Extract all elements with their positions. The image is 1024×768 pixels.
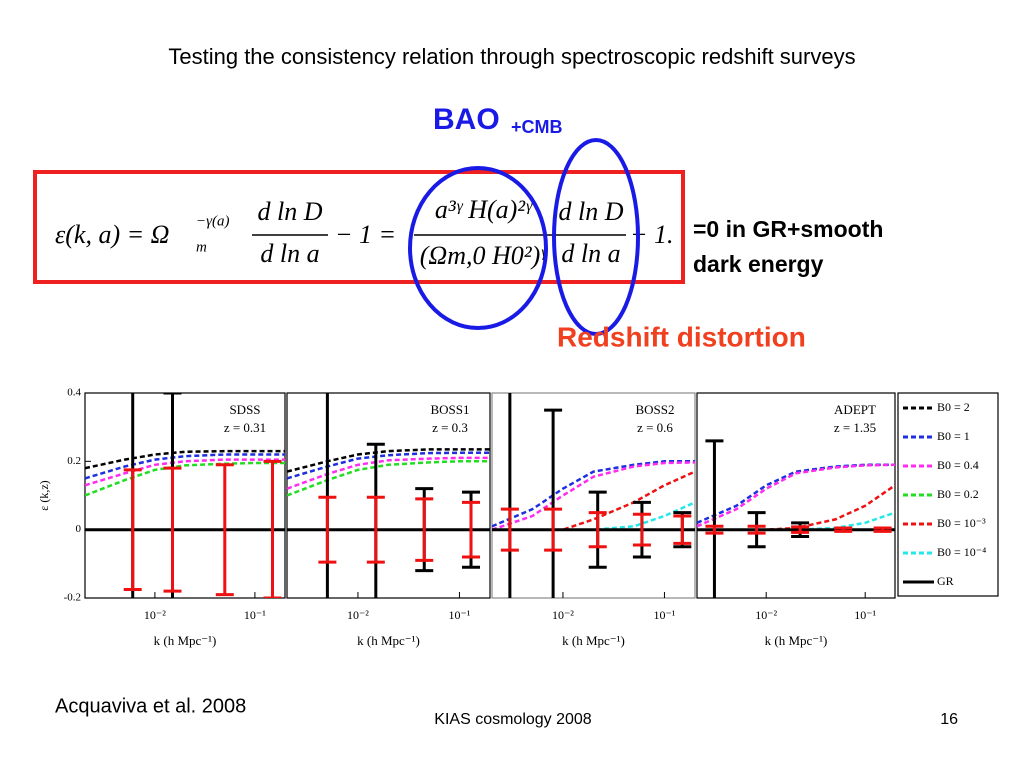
rsd-label: Redshift distortion — [557, 321, 806, 352]
error-bar — [415, 497, 434, 562]
eq-den: d ln a — [260, 239, 319, 268]
page-number: 16 — [940, 711, 958, 728]
bao-label: BAO — [433, 103, 500, 136]
error-bar — [673, 514, 692, 545]
plot-area — [287, 393, 490, 598]
error-bar — [791, 525, 810, 534]
panel-frame — [696, 392, 896, 599]
panel-frame — [491, 392, 696, 599]
panel-subtitle: z = 1.35 — [834, 420, 876, 435]
legend-label: B0 = 0.4 — [937, 458, 979, 472]
panel: ADEPT z = 1.35 10⁻² 10⁻¹ k (h Mpc⁻¹) — [696, 392, 896, 648]
plot-area — [492, 393, 695, 598]
eq-den: d ln a — [561, 239, 620, 268]
gr-note: =0 in GR+smooth — [693, 216, 883, 242]
eq-sub: m — [196, 239, 207, 255]
eq-sup: −γ(a) — [196, 213, 230, 229]
error-bar — [163, 466, 182, 593]
equation-box — [33, 170, 685, 284]
x-axis-label: k (h Mpc⁻¹) — [562, 633, 625, 648]
error-bar — [705, 524, 724, 535]
y-axis-label: ε (k,z) — [37, 480, 51, 510]
x-tick-label: 10⁻¹ — [653, 608, 675, 622]
panel-title: BOSS2 — [635, 402, 674, 417]
error-bar — [318, 495, 337, 564]
panel: SDSS z = 0.31 10⁻² 10⁻¹ k (h Mpc⁻¹) -0.2 0 0.2 0… — [37, 387, 286, 648]
legend: B0 = 2 B0 = 1 B0 = 0.4 B0 = 0.2 B0 = 10⁻³ B0 … — [897, 392, 999, 597]
error-bar — [500, 507, 519, 552]
citation: Acquaviva et al. 2008 — [55, 695, 246, 717]
error-bar — [834, 526, 853, 533]
y-tick-label: 0 — [76, 523, 82, 535]
y-tick-label: 0.4 — [67, 387, 81, 399]
error-bar — [588, 511, 607, 549]
bao-subscript: +CMB — [511, 117, 563, 137]
curve — [85, 449, 285, 470]
curve — [85, 461, 285, 497]
figure: SDSS z = 0.31 10⁻² 10⁻¹ k (h Mpc⁻¹) -0.2 0 0.2 0… — [37, 387, 999, 648]
x-tick-label: 10⁻² — [552, 608, 574, 622]
x-axis-label: k (h Mpc⁻¹) — [357, 633, 420, 648]
legend-label: B0 = 1 — [937, 429, 970, 443]
x-tick-label: 10⁻¹ — [854, 608, 876, 622]
curve — [85, 458, 285, 487]
highlight-ellipse — [552, 138, 640, 336]
x-tick-label: 10⁻¹ — [448, 608, 470, 622]
equation: ε(k, a) = Ω −γ(a) m d ln D d ln a − 1 = … — [55, 195, 674, 270]
legend-box — [897, 392, 999, 597]
eq-num: a³ᵞ H(a)²ᵞ — [435, 195, 533, 224]
panel: BOSS2 z = 0.6 10⁻² 10⁻¹ k (h Mpc⁻¹) — [491, 392, 696, 648]
panel-frame — [84, 392, 286, 599]
y-tick-label: -0.2 — [64, 592, 81, 604]
curve — [697, 463, 895, 524]
x-axis-label: k (h Mpc⁻¹) — [765, 633, 828, 648]
gr-note: dark energy — [693, 251, 824, 277]
panel-title: SDSS — [229, 402, 260, 417]
legend-label: B0 = 2 — [937, 400, 970, 414]
panel-subtitle: z = 0.6 — [637, 420, 673, 435]
legend-label: B0 = 10⁻³ — [937, 516, 986, 530]
error-bar — [215, 463, 234, 597]
error-bar — [747, 524, 766, 535]
eq-mid: − 1 = — [335, 220, 396, 249]
panel-subtitle: z = 0.31 — [224, 420, 266, 435]
x-tick-label: 10⁻² — [755, 608, 777, 622]
panel-title: ADEPT — [834, 402, 876, 417]
error-bar — [873, 526, 892, 533]
slide-title: Testing the consistency relation through… — [168, 44, 855, 69]
error-bar — [462, 500, 481, 559]
curve — [85, 453, 285, 480]
error-bar — [544, 507, 563, 552]
legend-label: GR — [937, 574, 954, 588]
eq-num: d ln D — [258, 197, 323, 226]
eq-num: d ln D — [559, 197, 624, 226]
y-tick-label: 0.2 — [67, 455, 81, 467]
highlight-ellipse — [408, 166, 548, 330]
panel: BOSS1 z = 0.3 10⁻² 10⁻¹ k (h Mpc⁻¹) — [286, 392, 491, 648]
plot-area — [85, 393, 285, 598]
legend-label: B0 = 10⁻⁴ — [937, 545, 986, 559]
error-bar — [263, 459, 282, 598]
curve — [492, 461, 695, 531]
error-bar — [366, 495, 385, 564]
legend-label: B0 = 0.2 — [937, 487, 979, 501]
x-axis-label: k (h Mpc⁻¹) — [154, 633, 217, 648]
plot-area — [697, 439, 895, 598]
eq-den: (Ωm,0 H0²)ᵞ — [420, 241, 548, 270]
eq-lhs: ε(k, a) = Ω — [55, 220, 169, 249]
panel-title: BOSS1 — [430, 402, 469, 417]
x-tick-label: 10⁻² — [347, 608, 369, 622]
curve — [492, 460, 695, 528]
error-bar — [632, 512, 651, 547]
curve — [697, 463, 895, 528]
x-tick-label: 10⁻¹ — [244, 608, 266, 622]
panel-subtitle: z = 0.3 — [432, 420, 468, 435]
error-bar — [123, 468, 142, 591]
x-tick-label: 10⁻² — [144, 608, 166, 622]
footer-event: KIAS cosmology 2008 — [434, 711, 592, 728]
